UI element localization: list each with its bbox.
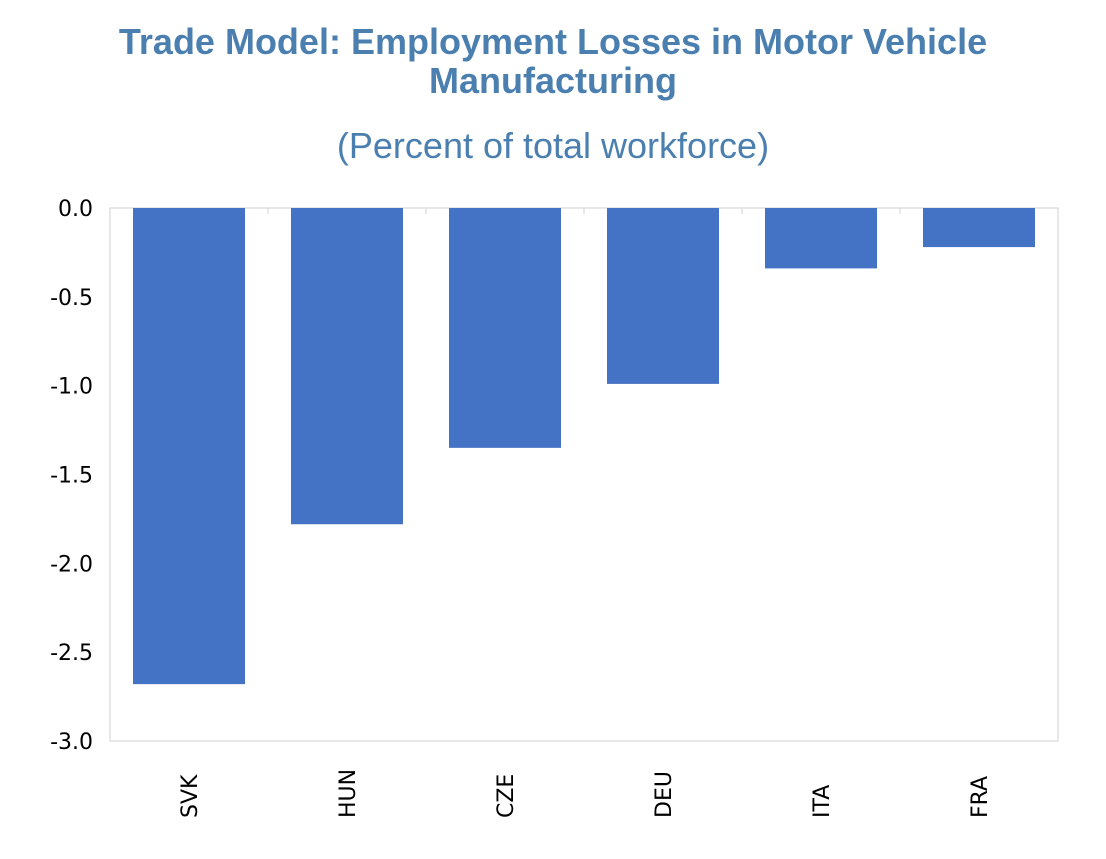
y-tick-label: -0.5 xyxy=(50,286,93,311)
y-tick-label: -2.0 xyxy=(50,552,93,577)
y-tick-label: -2.5 xyxy=(50,641,93,666)
plot-frame xyxy=(109,207,1059,742)
bar-svk xyxy=(133,208,245,685)
x-tick-label: SVK xyxy=(178,774,203,818)
y-tick-label: 0.0 xyxy=(58,197,93,222)
x-tick-label: DEU xyxy=(652,771,677,818)
x-tick-label: HUN xyxy=(336,769,361,818)
x-axis-labels: SVK HUN CZE DEU ITA FRA xyxy=(178,769,993,818)
x-tick-label: ITA xyxy=(810,785,835,818)
axis-ticks xyxy=(109,208,1059,214)
bars xyxy=(133,208,1035,685)
bar-deu xyxy=(607,208,719,384)
bar-fra xyxy=(923,208,1035,248)
bar-cze xyxy=(449,208,561,448)
chart-title: Trade Model: Employment Losses in Motor … xyxy=(118,21,988,101)
y-tick-label: -1.0 xyxy=(50,375,93,400)
y-axis-labels: 0.0 -0.5 -1.0 -1.5 -2.0 -2.5 -3.0 xyxy=(50,197,93,755)
chart-subtitle: (Percent of total workforce) xyxy=(336,125,770,166)
x-tick-label: CZE xyxy=(494,774,519,818)
y-tick-label: -3.0 xyxy=(50,730,93,755)
bar-ita xyxy=(765,208,877,269)
bar-hun xyxy=(291,208,403,525)
x-tick-label: FRA xyxy=(968,776,993,818)
y-tick-label: -1.5 xyxy=(50,464,93,489)
